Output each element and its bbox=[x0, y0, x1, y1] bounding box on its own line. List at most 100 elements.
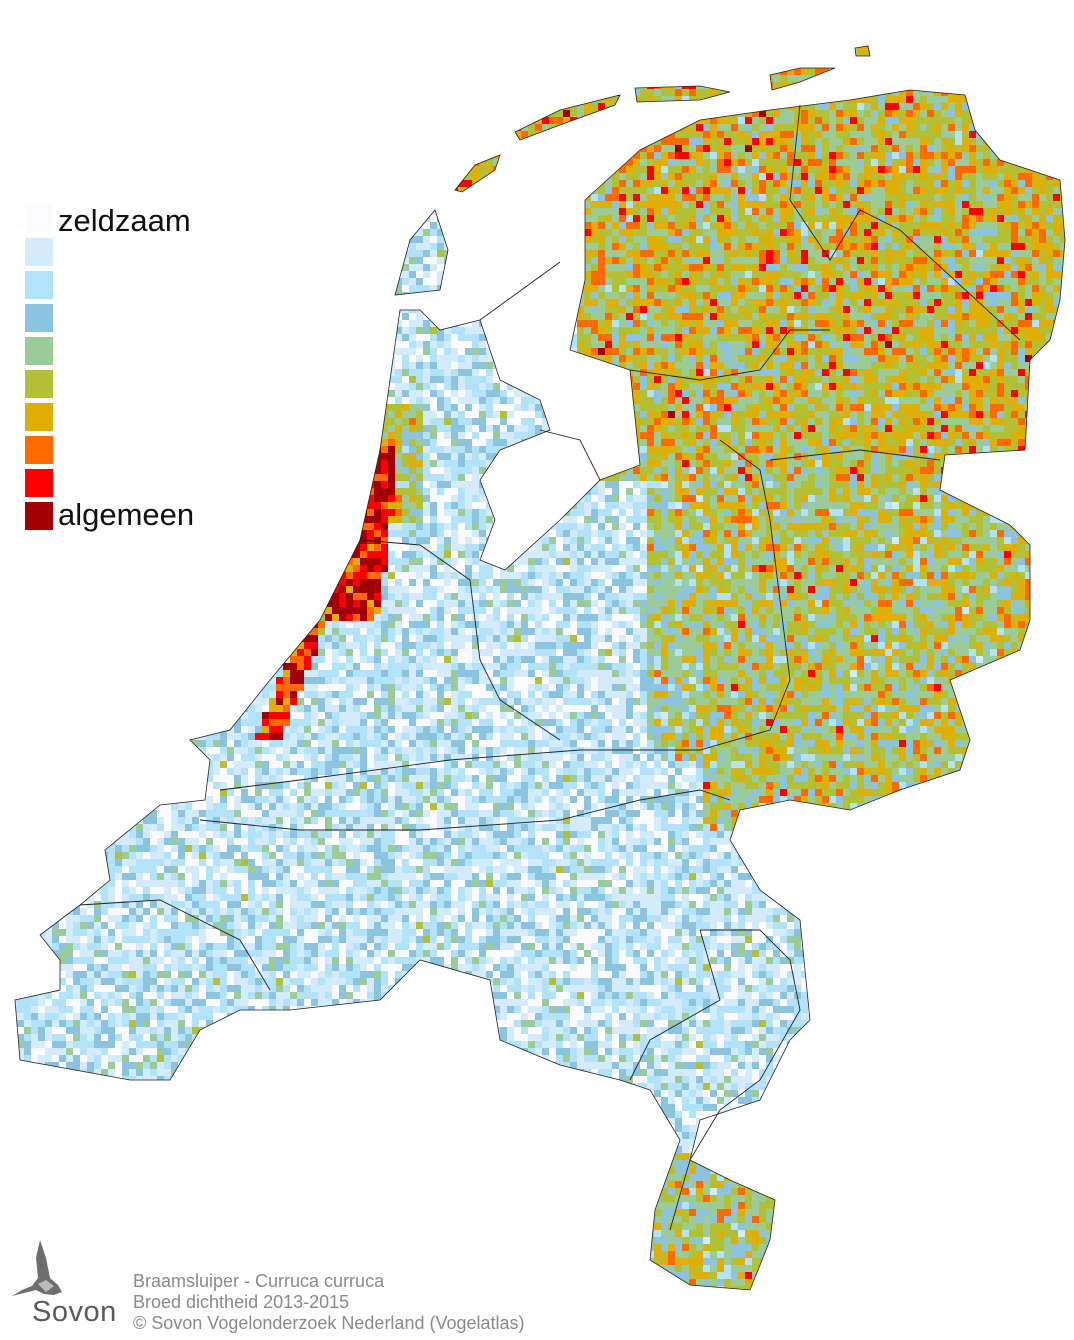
density-cell bbox=[388, 194, 395, 201]
density-cell bbox=[514, 117, 521, 124]
density-cell bbox=[885, 47, 892, 54]
density-cell bbox=[542, 89, 549, 96]
density-cell bbox=[885, 131, 892, 138]
density-cell bbox=[1004, 229, 1011, 236]
density-cell bbox=[962, 103, 969, 110]
density-cell bbox=[850, 103, 857, 110]
density-cell bbox=[598, 201, 605, 208]
density-cell bbox=[1032, 222, 1039, 229]
density-cell bbox=[822, 82, 829, 89]
density-cell bbox=[934, 166, 941, 173]
density-cell bbox=[178, 75, 185, 82]
density-cell bbox=[556, 257, 563, 264]
density-cell bbox=[703, 138, 710, 145]
density-cell bbox=[192, 131, 199, 138]
density-cell bbox=[395, 215, 402, 222]
density-cell bbox=[423, 68, 430, 75]
density-cell bbox=[745, 47, 752, 54]
density-cell bbox=[864, 75, 871, 82]
density-cell bbox=[199, 75, 206, 82]
density-cell bbox=[1018, 173, 1025, 180]
density-cell bbox=[227, 187, 234, 194]
density-cell bbox=[52, 47, 59, 54]
density-cell bbox=[836, 110, 843, 117]
density-cell bbox=[17, 138, 24, 145]
density-cell bbox=[290, 264, 297, 271]
density-cell bbox=[388, 215, 395, 222]
density-cell bbox=[913, 117, 920, 124]
density-cell bbox=[1032, 187, 1039, 194]
density-cell bbox=[668, 68, 675, 75]
density-cell bbox=[612, 257, 619, 264]
density-cell bbox=[423, 222, 430, 229]
density-cell bbox=[1060, 250, 1065, 257]
density-cell bbox=[906, 145, 913, 152]
density-cell bbox=[815, 194, 822, 201]
density-cell bbox=[73, 159, 80, 166]
density-cell bbox=[766, 264, 773, 271]
density-cell bbox=[458, 89, 465, 96]
density-cell bbox=[486, 229, 493, 236]
density-cell bbox=[794, 152, 801, 159]
density-cell bbox=[52, 243, 59, 250]
density-cell bbox=[178, 47, 185, 54]
density-cell bbox=[1067, 201, 1074, 208]
density-cell bbox=[1053, 145, 1060, 152]
density-cell bbox=[52, 89, 59, 96]
density-cell bbox=[430, 180, 437, 187]
density-cell bbox=[185, 138, 192, 145]
density-cell bbox=[262, 75, 269, 82]
density-cell bbox=[304, 138, 311, 145]
density-cell bbox=[927, 152, 934, 159]
density-cell bbox=[1046, 110, 1053, 117]
density-cell bbox=[633, 194, 640, 201]
density-cell bbox=[479, 208, 486, 215]
density-cell bbox=[710, 159, 717, 166]
density-cell bbox=[234, 173, 241, 180]
density-cell bbox=[171, 82, 178, 89]
density-cell bbox=[185, 243, 192, 250]
density-cell bbox=[626, 46, 633, 47]
density-cell bbox=[633, 152, 640, 159]
density-cell bbox=[227, 152, 234, 159]
density-cell bbox=[178, 187, 185, 194]
density-cell bbox=[612, 124, 619, 131]
density-cell bbox=[773, 229, 780, 236]
density-cell bbox=[920, 117, 927, 124]
density-cell bbox=[87, 103, 94, 110]
density-cell bbox=[836, 243, 843, 250]
density-cell bbox=[115, 61, 122, 68]
density-cell bbox=[969, 180, 976, 187]
density-cell bbox=[31, 180, 38, 187]
density-cell bbox=[1067, 131, 1074, 138]
density-cell bbox=[983, 124, 990, 131]
density-cell bbox=[857, 236, 864, 243]
density-cell bbox=[920, 61, 927, 68]
density-cell bbox=[178, 96, 185, 103]
density-cell bbox=[885, 194, 892, 201]
density-cell bbox=[1025, 47, 1032, 54]
density-cell bbox=[584, 82, 591, 89]
density-cell bbox=[101, 173, 108, 180]
density-cell bbox=[682, 201, 689, 208]
density-cell bbox=[276, 187, 283, 194]
density-cell bbox=[717, 124, 724, 131]
density-cell bbox=[374, 215, 381, 222]
density-cell bbox=[717, 208, 724, 215]
density-cell bbox=[206, 201, 213, 208]
density-cell bbox=[213, 187, 220, 194]
density-cell bbox=[514, 201, 521, 208]
density-cell bbox=[101, 145, 108, 152]
density-cell bbox=[528, 215, 535, 222]
density-cell bbox=[171, 138, 178, 145]
density-cell bbox=[934, 152, 941, 159]
density-cell bbox=[675, 138, 682, 145]
density-cell bbox=[332, 138, 339, 145]
density-cell bbox=[808, 201, 815, 208]
density-cell bbox=[626, 229, 633, 236]
density-cell bbox=[115, 124, 122, 131]
density-cell bbox=[969, 201, 976, 208]
density-cell bbox=[500, 215, 507, 222]
density-cell bbox=[850, 124, 857, 131]
density-cell bbox=[808, 110, 815, 117]
